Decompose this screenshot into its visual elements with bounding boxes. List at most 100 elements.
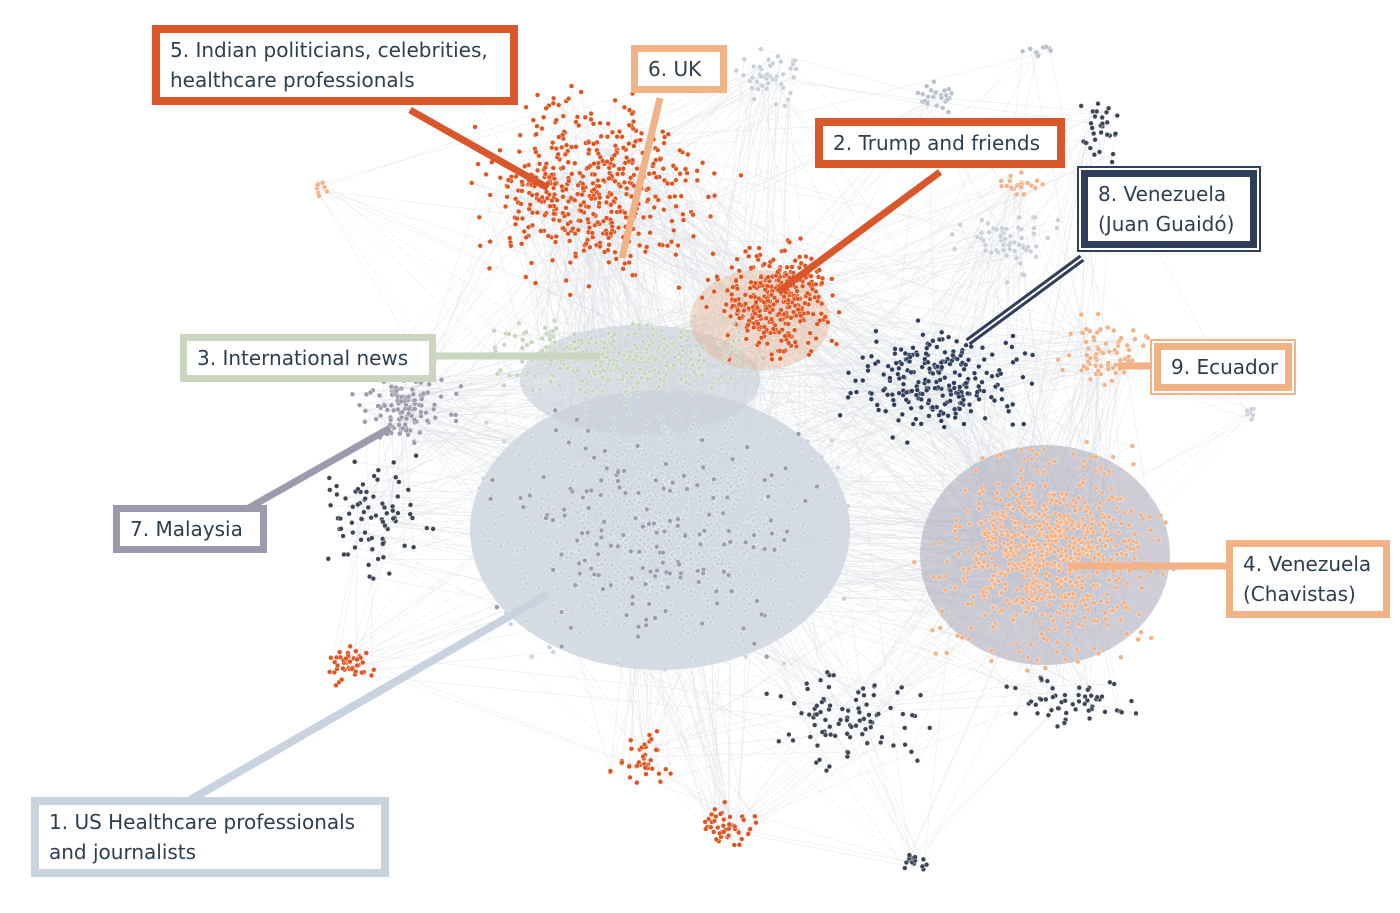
node-us-healthcare-dark [574, 417, 580, 423]
node-venezuela-guaido [1013, 356, 1020, 363]
node-trump [783, 272, 789, 278]
node-venezuela-guaido [873, 328, 879, 334]
node-us-healthcare [707, 488, 713, 494]
node-us-healthcare [733, 496, 739, 502]
node-us-healthcare-dark [713, 588, 719, 595]
node-venezuela-chavistas [970, 594, 977, 600]
node-us-healthcare-dark [721, 569, 727, 575]
node-us-healthcare [597, 505, 603, 511]
node-us-healthcare [690, 422, 696, 428]
node-venezuela-chavistas [1047, 613, 1053, 619]
node-trump [833, 341, 840, 347]
node-ecuador [1098, 363, 1104, 369]
node-venezuela-guaido [954, 356, 960, 362]
node-us-healthcare [597, 463, 603, 469]
node-venezuela-guaido [899, 411, 905, 418]
node-periphery-dark [349, 520, 355, 526]
node-trump [703, 304, 710, 310]
node-international [669, 367, 675, 374]
node-trump [766, 263, 773, 269]
node-india [661, 140, 667, 146]
node-venezuela-guaido [982, 415, 988, 421]
node-trump [782, 333, 788, 339]
node-venezuela-chavistas [1067, 578, 1073, 585]
node-venezuela-guaido [913, 416, 919, 422]
node-periphery [636, 759, 642, 766]
node-us-healthcare-dark [727, 539, 733, 545]
node-india [549, 198, 555, 204]
node-venezuela-chavistas [1042, 483, 1048, 489]
node-venezuela-chavistas [953, 536, 960, 542]
node-india [617, 208, 623, 215]
node-us-healthcare [650, 539, 656, 546]
node-us-healthcare [792, 544, 799, 551]
node-international [612, 345, 618, 352]
node-india [675, 242, 681, 249]
node-venezuela-chavistas [1030, 580, 1036, 586]
node-venezuela-chavistas [981, 559, 987, 565]
node-venezuela-chavistas [978, 485, 985, 491]
node-us-healthcare [697, 561, 703, 568]
node-us-healthcare [688, 551, 694, 557]
node-us-healthcare-dark [635, 490, 642, 496]
node-us-healthcare [776, 625, 782, 631]
node-venezuela-guaido [945, 413, 951, 419]
node-venezuela-chavistas [937, 625, 943, 631]
node-malaysia [406, 394, 412, 400]
node-us-healthcare [762, 584, 769, 591]
node-periphery-dark [334, 483, 340, 489]
node-us-healthcare [600, 437, 606, 443]
node-periphery [628, 746, 635, 752]
node-india [616, 204, 623, 210]
node-us-healthcare [579, 463, 585, 469]
node-small-cluster [767, 63, 774, 69]
node-venezuela-chavistas [1114, 604, 1121, 610]
node-us-healthcare [631, 497, 638, 503]
node-venezuela-chavistas [1024, 534, 1030, 540]
node-venezuela-guaido [899, 361, 905, 367]
node-india [575, 227, 581, 233]
node-india [571, 197, 578, 203]
node-us-healthcare [708, 556, 714, 562]
node-ecuador [1113, 362, 1119, 368]
node-venezuela-chavistas [1052, 626, 1058, 632]
node-periphery-dark [413, 453, 419, 459]
node-india [657, 242, 663, 248]
node-india [588, 116, 594, 123]
node-international [743, 364, 750, 370]
label-c8-line2: (Juan Guaidó) [1098, 212, 1235, 236]
node-venezuela-guaido [860, 377, 866, 384]
node-us-healthcare [780, 436, 787, 442]
node-us-healthcare-dark [561, 507, 567, 513]
node-venezuela-chavistas [1080, 480, 1086, 486]
node-us-healthcare [609, 562, 615, 569]
node-us-healthcare [659, 588, 665, 594]
node-periphery-dark [362, 529, 368, 536]
node-periphery [657, 779, 664, 785]
node-small-cluster [360, 659, 366, 666]
node-venezuela-chavistas [930, 574, 937, 580]
node-venezuela-chavistas [1057, 512, 1063, 518]
node-periphery-light [1016, 214, 1022, 221]
node-small-cluster [792, 58, 798, 64]
node-venezuela-guaido [868, 396, 874, 402]
node-us-healthcare [744, 473, 751, 479]
node-india [620, 171, 626, 177]
label-c7-line1: 7. Malaysia [130, 517, 243, 541]
leader-line-c2 [775, 169, 943, 295]
node-us-healthcare [605, 493, 611, 499]
node-trump [721, 308, 727, 314]
node-us-healthcare [733, 533, 739, 539]
node-international [682, 373, 688, 379]
node-us-healthcare [635, 575, 641, 581]
node-us-healthcare [652, 484, 658, 490]
node-india [597, 195, 603, 201]
node-ecuador [1095, 346, 1102, 352]
node-us-healthcare [687, 565, 693, 571]
node-trump [785, 340, 792, 346]
node-venezuela-chavistas [1039, 631, 1045, 637]
node-venezuela-chavistas [966, 636, 972, 642]
node-venezuela-guaido [924, 387, 930, 393]
node-small-cluster [1114, 112, 1120, 119]
node-periphery-dark [1075, 692, 1082, 698]
